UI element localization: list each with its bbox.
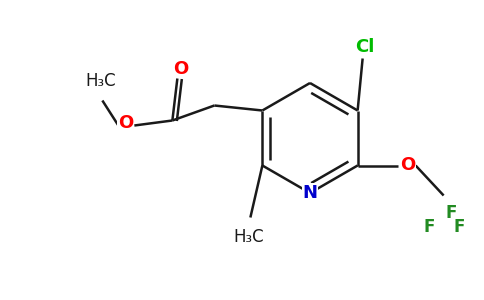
Text: F: F	[446, 203, 457, 221]
Text: O: O	[173, 59, 188, 77]
Text: N: N	[302, 184, 318, 202]
Text: O: O	[118, 115, 133, 133]
Text: O: O	[400, 155, 415, 173]
Text: H₃C: H₃C	[85, 73, 116, 91]
Text: Cl: Cl	[355, 38, 374, 56]
Text: F: F	[424, 218, 435, 236]
Text: F: F	[454, 218, 465, 236]
Text: H₃C: H₃C	[233, 227, 264, 245]
